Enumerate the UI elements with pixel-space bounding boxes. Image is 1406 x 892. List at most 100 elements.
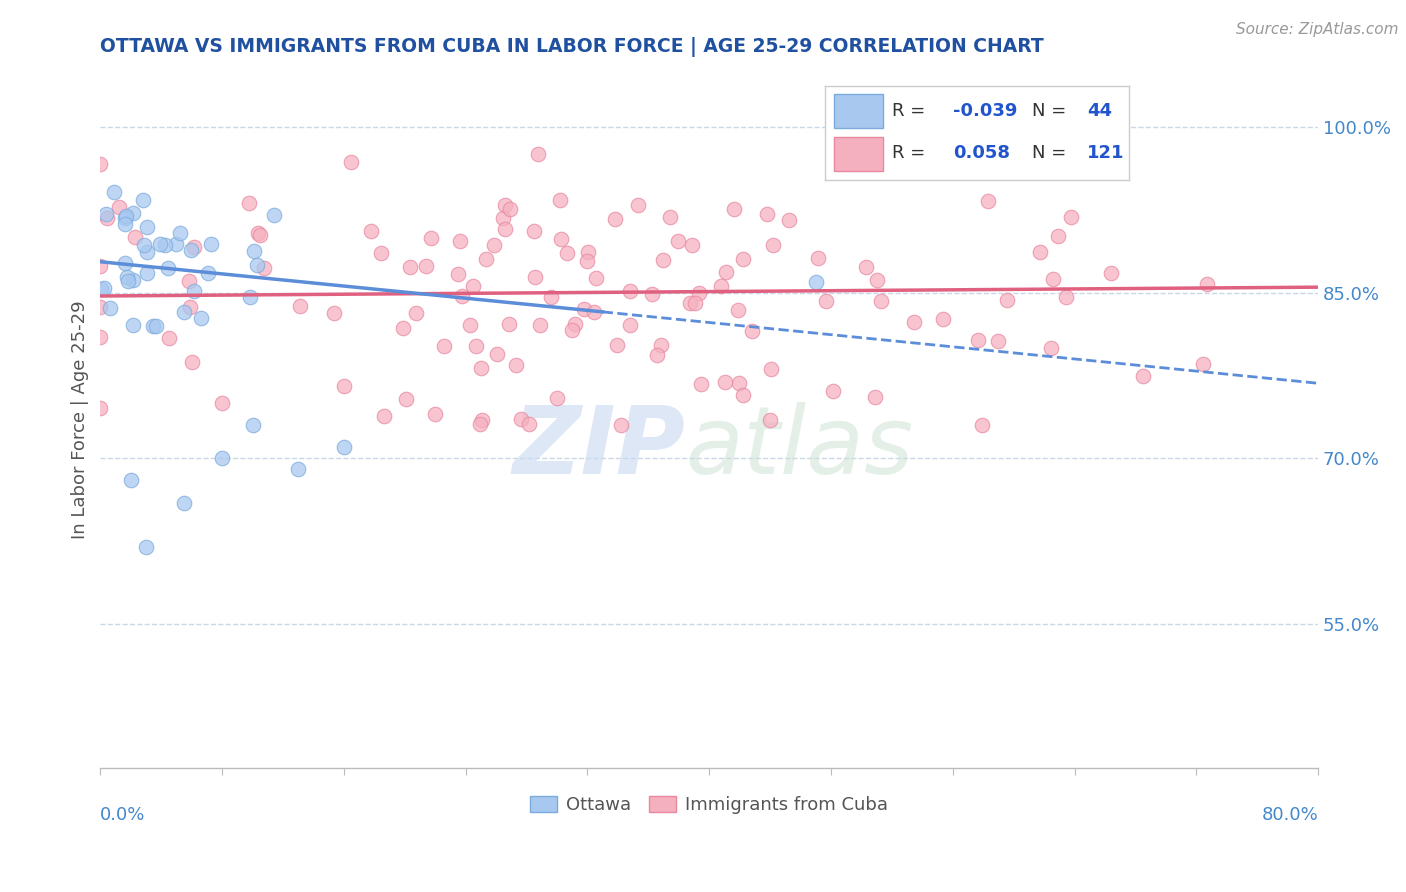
Point xyxy=(392,321,415,335)
Point xyxy=(527,146,550,161)
Point xyxy=(762,237,785,252)
Point xyxy=(470,360,492,375)
Point xyxy=(482,237,505,252)
Point xyxy=(415,259,437,273)
Point xyxy=(463,279,485,293)
Point xyxy=(626,198,648,212)
Point xyxy=(197,266,219,280)
Point xyxy=(263,208,285,222)
Text: ZIP: ZIP xyxy=(512,401,685,493)
Point xyxy=(89,157,111,171)
Point xyxy=(505,358,527,372)
Point xyxy=(903,314,925,328)
Point xyxy=(179,300,201,314)
Point xyxy=(200,236,222,251)
Point xyxy=(548,193,571,207)
Point xyxy=(988,132,1011,146)
Point xyxy=(645,348,668,362)
Point xyxy=(1029,244,1052,259)
Point xyxy=(641,286,664,301)
Point xyxy=(731,252,754,266)
Point xyxy=(373,409,395,423)
Point xyxy=(120,474,142,488)
Point xyxy=(420,231,443,245)
Point xyxy=(855,260,877,274)
Point xyxy=(211,451,233,466)
Point xyxy=(249,227,271,242)
Point xyxy=(970,418,993,433)
Point xyxy=(395,392,418,406)
Point xyxy=(169,226,191,240)
Point xyxy=(540,289,562,303)
Point xyxy=(619,284,641,298)
Point xyxy=(688,285,710,300)
Point xyxy=(115,210,138,224)
Point xyxy=(136,219,159,234)
Point xyxy=(94,207,117,221)
Point xyxy=(863,391,886,405)
Point xyxy=(243,244,266,258)
Point xyxy=(136,244,159,259)
Point xyxy=(576,254,599,268)
Point xyxy=(96,211,118,225)
Point xyxy=(778,212,800,227)
Point xyxy=(114,256,136,270)
Point xyxy=(238,196,260,211)
Text: Source: ZipAtlas.com: Source: ZipAtlas.com xyxy=(1236,22,1399,37)
Point xyxy=(668,235,690,249)
Point xyxy=(523,223,546,237)
Point xyxy=(470,417,492,431)
Legend: Ottawa, Immigrants from Cuba: Ottawa, Immigrants from Cuba xyxy=(523,789,896,822)
Point xyxy=(690,376,713,391)
Point xyxy=(183,240,205,254)
Point xyxy=(967,334,990,348)
Point xyxy=(115,269,138,284)
Text: 80.0%: 80.0% xyxy=(1261,806,1319,824)
Point xyxy=(510,411,533,425)
Point xyxy=(650,338,672,352)
Point xyxy=(759,413,782,427)
Point xyxy=(572,301,595,316)
Point xyxy=(977,194,1000,208)
Point xyxy=(821,384,844,398)
Point xyxy=(499,202,522,217)
Point xyxy=(399,260,422,274)
Point xyxy=(89,401,111,415)
Point xyxy=(475,252,498,267)
Point xyxy=(333,441,356,455)
Point xyxy=(759,361,782,376)
Point xyxy=(755,207,778,221)
Point xyxy=(1047,228,1070,243)
Point xyxy=(1054,290,1077,304)
Point xyxy=(651,253,673,268)
Point xyxy=(447,268,470,282)
Point xyxy=(179,274,201,288)
Point xyxy=(339,155,361,169)
Point xyxy=(585,270,607,285)
Point xyxy=(405,306,427,320)
Point xyxy=(181,355,204,369)
Point xyxy=(180,244,202,258)
Point xyxy=(89,301,111,315)
Point xyxy=(246,258,269,272)
Point xyxy=(714,265,737,279)
Point xyxy=(114,211,136,226)
Point xyxy=(149,236,172,251)
Point xyxy=(1195,277,1218,292)
Point xyxy=(246,226,269,240)
Point xyxy=(517,417,540,432)
Point xyxy=(134,238,156,252)
Point xyxy=(727,302,749,317)
Point xyxy=(471,413,494,427)
Point xyxy=(458,318,481,332)
Point xyxy=(142,318,165,333)
Point xyxy=(98,301,121,316)
Point xyxy=(165,237,187,252)
Point xyxy=(155,238,177,252)
Point xyxy=(287,462,309,476)
Point xyxy=(564,317,586,331)
Text: OTTAWA VS IMMIGRANTS FROM CUBA IN LABOR FORCE | AGE 25-29 CORRELATION CHART: OTTAWA VS IMMIGRANTS FROM CUBA IN LABOR … xyxy=(100,37,1045,57)
Point xyxy=(546,391,568,405)
Point xyxy=(486,347,509,361)
Point xyxy=(465,339,488,353)
